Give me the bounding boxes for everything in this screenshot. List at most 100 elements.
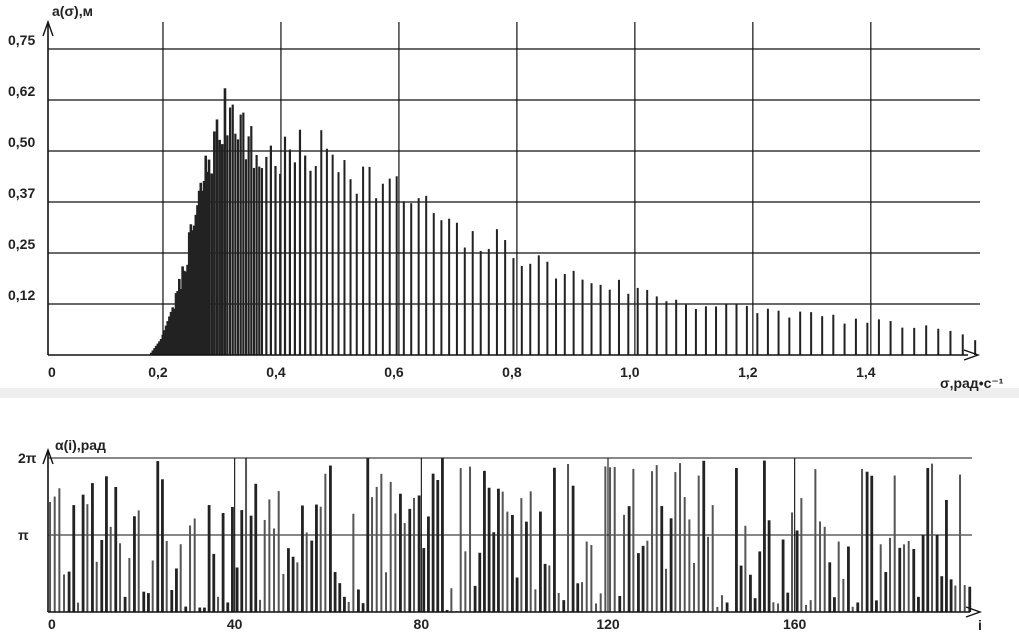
phase-bar	[282, 573, 285, 612]
phase-bar	[786, 592, 790, 612]
spectrum-bar	[455, 222, 458, 355]
phase-bar	[576, 583, 580, 612]
spectrum-bar	[223, 88, 227, 356]
phase-bar	[445, 609, 449, 612]
spectrum-bar	[537, 255, 540, 355]
spectrum-bar	[854, 318, 857, 355]
phase-x-axis-label: i	[978, 617, 982, 633]
spectrum-y-tick-label: 0,75	[8, 32, 35, 48]
spectrum-bar	[362, 166, 365, 355]
phase-bar	[903, 544, 906, 612]
phase-bar	[287, 548, 290, 612]
phase-bar	[711, 505, 714, 612]
spectrum-bar	[204, 155, 208, 355]
phase-bar	[338, 583, 342, 612]
phase-bar	[725, 602, 729, 612]
phase-bar	[758, 551, 762, 612]
phase-x-tick-label: 120	[596, 616, 620, 632]
phase-bar	[133, 516, 136, 612]
phase-bar	[739, 565, 743, 612]
spectrum-bar	[337, 172, 340, 355]
phase-bar	[217, 596, 220, 612]
phase-bar	[156, 461, 160, 612]
spectrum-x-tick-label: 0,8	[502, 364, 522, 380]
spectrum-bar	[563, 274, 566, 355]
spectrum-bar	[234, 133, 237, 355]
phase-bar	[945, 499, 948, 612]
phase-bar	[926, 468, 930, 612]
spectrum-bar	[512, 258, 515, 355]
phase-bar	[753, 598, 757, 612]
phase-x-axis-arrow	[965, 606, 983, 618]
phase-bar	[912, 548, 916, 612]
phase-bar	[917, 596, 920, 612]
phase-bar	[791, 512, 794, 612]
phase-bar	[408, 508, 412, 612]
spectrum-bar	[756, 313, 759, 355]
spectrum-bar	[832, 314, 835, 355]
spectrum-bar	[974, 340, 977, 355]
phase-bar	[669, 518, 673, 612]
phase-bar	[613, 466, 616, 612]
phase-bar	[72, 505, 76, 612]
phase-bar	[627, 506, 631, 612]
phase-bar	[861, 468, 864, 612]
phase-bar	[884, 572, 888, 612]
spectrum-bar	[231, 104, 234, 356]
phase-bar	[165, 540, 168, 612]
phase-bar	[305, 532, 308, 612]
spectrum-bar	[799, 311, 802, 355]
spectrum-bar	[250, 126, 253, 355]
phase-bar	[175, 568, 178, 612]
spectrum-bar	[196, 205, 199, 355]
phase-bar	[497, 488, 500, 612]
phase-bar	[100, 540, 104, 612]
spectrum-x-tick-label: 0	[48, 364, 56, 380]
phase-bar	[427, 516, 430, 612]
spectrum-bar	[236, 139, 240, 355]
spectrum-bar	[961, 334, 964, 355]
phase-bar	[795, 530, 799, 612]
spectrum-x-tick-label: 1,0	[620, 364, 640, 380]
spectrum-bar	[215, 119, 219, 355]
phase-x-tick-label: 0	[48, 616, 56, 632]
spectrum-bar	[590, 283, 593, 355]
spectrum-bar	[546, 261, 549, 355]
spectrum-bar	[646, 289, 649, 355]
spectrum-bar	[191, 230, 194, 355]
phase-bar	[940, 576, 944, 612]
spectrum-bar	[161, 334, 165, 355]
spectrum-bar	[388, 178, 391, 355]
spectrum-bars	[149, 88, 977, 356]
phase-bar	[151, 560, 154, 612]
spectrum-bar	[745, 305, 748, 355]
phase-bar	[623, 514, 626, 612]
spectrum-bar	[636, 287, 639, 355]
phase-bar	[189, 525, 192, 612]
spectrum-bar	[343, 160, 346, 355]
spectrum-bar	[866, 322, 869, 355]
phase-bar	[511, 515, 514, 612]
spectrum-bar	[283, 136, 287, 355]
phase-bar	[198, 607, 202, 612]
phase-bar	[492, 532, 496, 612]
spectrum-bar	[608, 289, 611, 355]
spectrum-bar	[242, 112, 245, 355]
spectrum-bar	[199, 182, 203, 355]
phase-bar	[529, 491, 532, 612]
spectrum-bar	[178, 278, 181, 355]
spectrum-bar	[176, 291, 179, 355]
phase-bar	[184, 606, 188, 612]
phase-bar	[679, 463, 682, 612]
spectrum-bar	[226, 135, 229, 355]
spectrum-x-axis-label: σ,рад•с⁻¹	[940, 375, 1004, 391]
phase-bar	[53, 496, 56, 612]
spectrum-bar	[218, 139, 221, 355]
spectrum-bar	[182, 270, 186, 355]
phase-bar	[501, 491, 504, 612]
spectrum-bar	[913, 327, 916, 355]
spectrum-x-tick-label: 0,6	[384, 364, 404, 380]
phase-bar	[478, 552, 482, 612]
spectrum-bar	[189, 224, 193, 355]
spectrum-bar	[432, 213, 435, 355]
